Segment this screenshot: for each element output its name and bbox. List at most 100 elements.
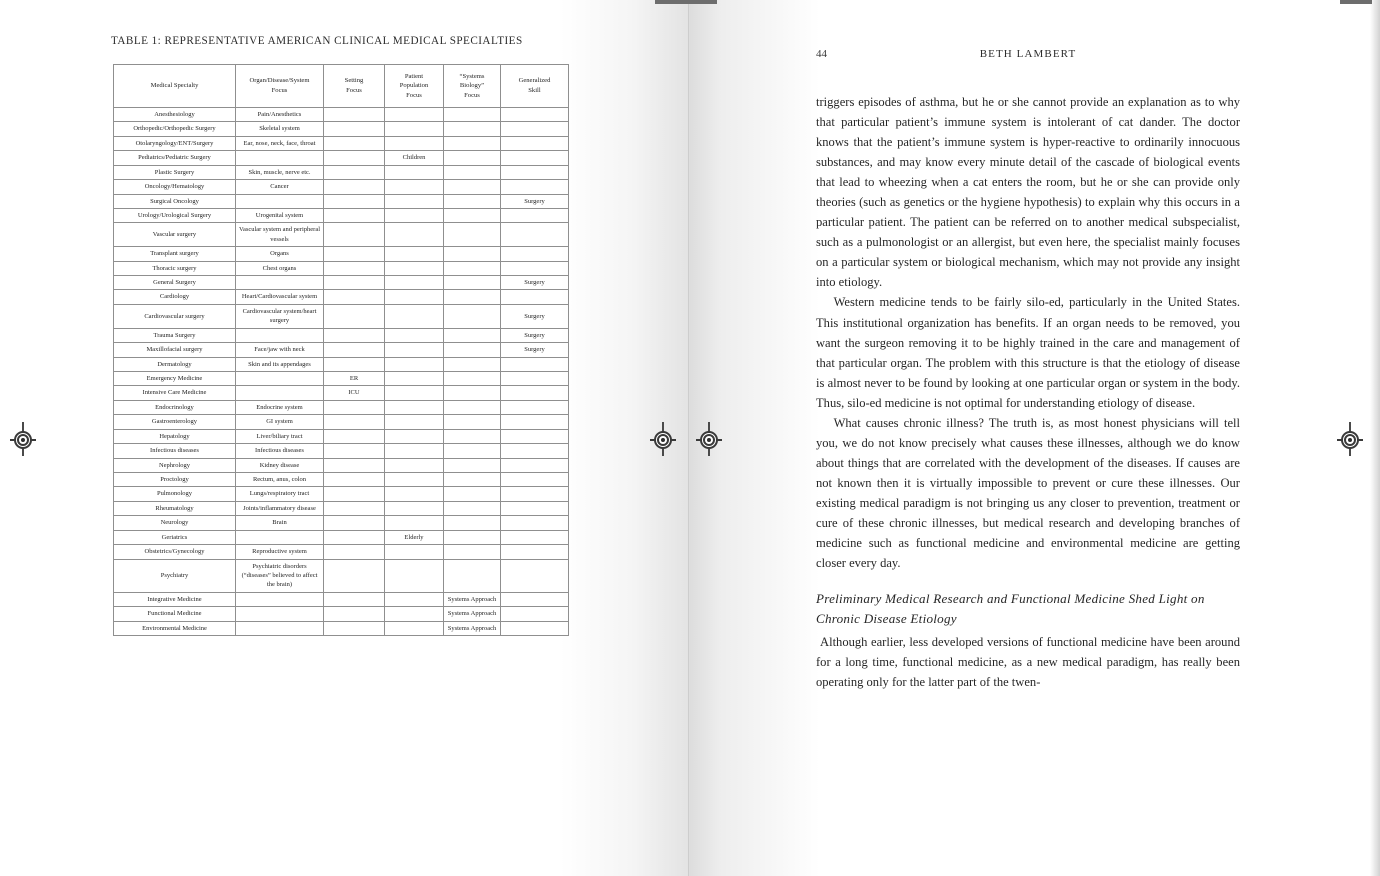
table-cell-population [384,558,444,593]
table-cell-systems [443,289,501,305]
table-cell-setting [323,414,385,430]
running-head: BETH LAMBERT [979,48,1077,60]
table-cell-setting [323,544,385,560]
table-cell-specialty: Obstetrics/Gynecology [113,544,236,560]
table-cell-specialty: Maxillofacial surgery [113,342,236,358]
table-cell-skill: Surgery [500,342,569,358]
table-cell-population [384,327,444,344]
table-cell-organ: Reproductive system [235,544,324,560]
table-cell-skill [500,443,569,459]
table-column-header: “Systems Biology” Focus [443,64,501,108]
table-cell-systems [443,193,501,209]
table-cell-population [384,222,444,248]
table-cell-population [384,164,444,181]
table-cell-organ: Infectious diseases [235,443,324,459]
table-cell-population [384,414,444,430]
table-cell-population [384,356,444,373]
table-cell-specialty: Geriatrics [113,529,236,546]
table-cell-specialty: Intensive Care Medicine [113,385,236,401]
table-cell-specialty: Functional Medicine [113,606,236,622]
table-cell-specialty: Infectious diseases [113,443,236,459]
table-cell-specialty: Psychiatry [113,558,236,593]
table-cell-specialty: Pulmonology [113,486,236,502]
table-cell-skill [500,371,569,387]
table-column-header: Patient Population Focus [384,64,444,108]
table-cell-specialty: Anesthesiology [113,106,236,123]
table-row: Oncology/Hematology Cancer [113,179,569,195]
table-cell-skill [500,457,569,473]
table-cell-systems [443,471,501,488]
table-cell-specialty: Transplant surgery [113,246,236,262]
table-cell-systems [443,457,501,473]
table-cell-systems [443,544,501,560]
table-cell-organ [235,193,324,209]
table-cell-specialty: Proctology [113,471,236,488]
table-row: Rheumatology Joints/inflammatory disease [113,500,569,517]
table-cell-skill [500,121,569,137]
table-cell-specialty: Urology/Urological Surgery [113,207,236,224]
table-cell-skill [500,106,569,123]
table-cell-systems [443,222,501,248]
table-cell-specialty: Gastroenterology [113,414,236,430]
table-cell-specialty: Surgical Oncology [113,193,236,209]
table-cell-organ [235,150,324,166]
table-cell-setting [323,150,385,166]
table-cell-systems [443,428,501,445]
table-row: Hepatology Liver/biliary tract [113,428,569,445]
table-cell-specialty: Oncology/Hematology [113,179,236,195]
table-cell-population [384,515,444,531]
registration-mark-icon [1337,422,1363,456]
table-cell-population [384,443,444,459]
table-cell-setting [323,260,385,277]
table-cell-setting [323,289,385,305]
table-cell-skill [500,356,569,373]
table-cell-systems [443,260,501,277]
table-row: Pediatrics/Pediatric Surgery Children [113,150,569,166]
table-cell-specialty: Nephrology [113,457,236,473]
table-cell-population [384,399,444,416]
table-cell-setting [323,606,385,622]
table-cell-organ: Kidney disease [235,457,324,473]
table-cell-systems [443,399,501,416]
table-cell-skill [500,289,569,305]
table-row: Gastroenterology GI system [113,414,569,430]
table-cell-systems [443,356,501,373]
table-cell-systems [443,121,501,137]
table-cell-setting [323,356,385,373]
table-cell-setting [323,443,385,459]
table-cell-systems [443,486,501,502]
table-cell-skill [500,414,569,430]
table-cell-skill [500,222,569,248]
table-cell-skill: Surgery [500,327,569,344]
table-cell-population [384,371,444,387]
table-cell-population [384,428,444,445]
table-cell-systems [443,500,501,517]
table-cell-specialty: Endocrinology [113,399,236,416]
table-cell-organ: Cancer [235,179,324,195]
table-row: Otolaryngology/ENT/Surgery Ear, nose, nec… [113,135,569,152]
table-cell-population [384,121,444,137]
table-row: Maxillofacial surgery Face/jaw with neck S… [113,342,569,358]
table-cell-population [384,193,444,209]
table-cell-setting [323,428,385,445]
table-cell-specialty: Hepatology [113,428,236,445]
table-cell-setting [323,457,385,473]
table-cell-specialty: Integrative Medicine [113,591,236,608]
table-cell-skill [500,544,569,560]
scan-bar-center [655,0,717,4]
table-cell-skill [500,135,569,152]
table-row: Geriatrics Elderly [113,529,569,546]
table-cell-setting [323,164,385,181]
table-cell-setting: ICU [323,385,385,401]
table-cell-population [384,385,444,401]
table-cell-organ [235,606,324,622]
paragraph: Although earlier, less developed version… [816,635,1240,690]
table-cell-population [384,275,444,291]
table-head: Medical Specialty Organ/Disease/System Foc… [113,64,569,108]
table-cell-population [384,179,444,195]
table-cell-systems [443,246,501,262]
table-row: Proctology Rectum, anus, colon [113,471,569,488]
table-cell-organ: Pain/Anesthetics [235,106,324,123]
table-cell-population: Children [384,150,444,166]
